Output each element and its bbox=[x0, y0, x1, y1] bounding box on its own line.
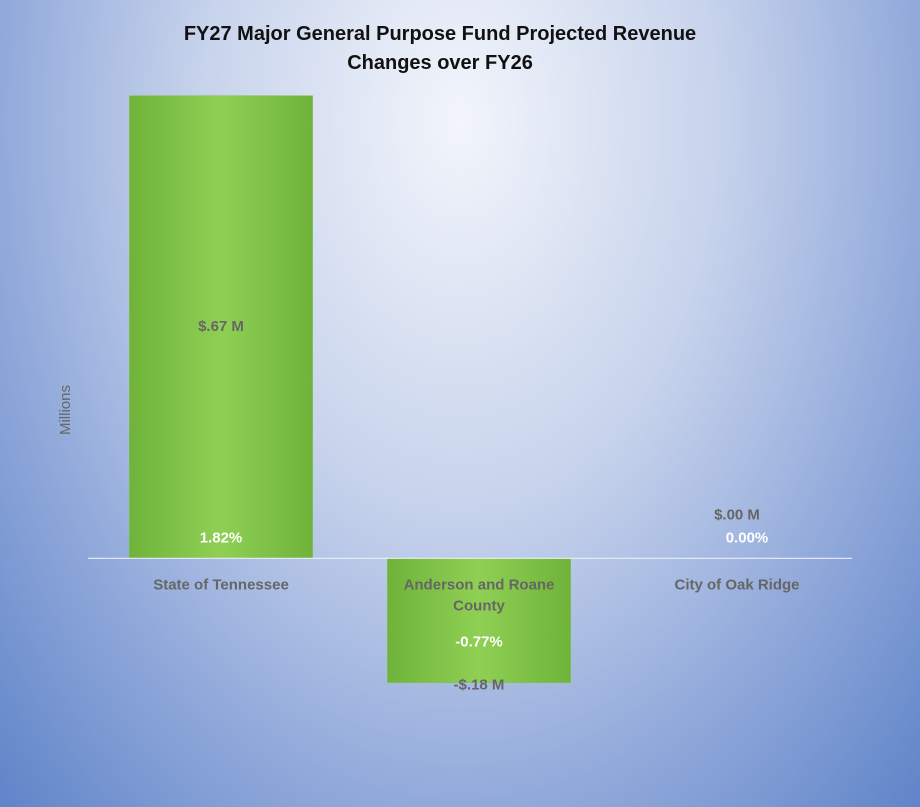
percent-label: 0.00% bbox=[726, 529, 769, 546]
y-axis-label: Millions bbox=[57, 385, 74, 435]
percent-label: -0.77% bbox=[455, 633, 503, 650]
percent-label: 1.82% bbox=[200, 529, 243, 546]
bar bbox=[387, 558, 571, 683]
chart-title: FY27 Major General Purpose Fund Projecte… bbox=[183, 23, 697, 74]
x-tick-label: City of Oak Ridge bbox=[674, 576, 799, 593]
value-label: -$.18 M bbox=[454, 676, 505, 693]
bar bbox=[129, 95, 313, 559]
value-label: $.00 M bbox=[714, 506, 760, 523]
value-label: $.67 M bbox=[198, 318, 244, 335]
x-tick-label: State of Tennessee bbox=[153, 576, 289, 593]
x-tick-label: Anderson and Roane County bbox=[404, 576, 555, 614]
